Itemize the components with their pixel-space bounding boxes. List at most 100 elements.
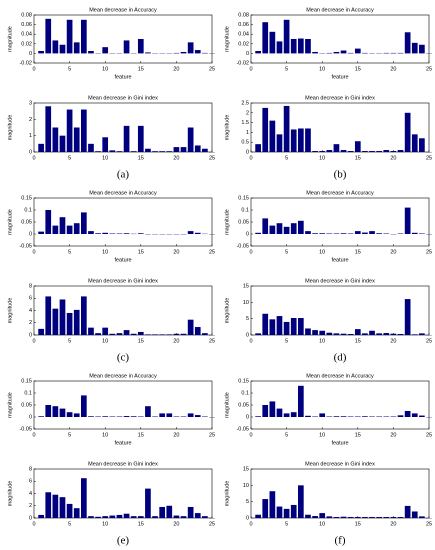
bar [59, 408, 66, 417]
bar [45, 405, 52, 417]
bar [166, 413, 173, 417]
y-tick-label: 0 [29, 149, 32, 155]
y-tick-label: -0.05 [236, 426, 249, 432]
chart-title: Mean decrease in Gini index [88, 461, 158, 467]
y-tick-label: 0.02 [238, 41, 249, 47]
bar [404, 207, 411, 234]
x-tick-label: 15 [355, 521, 361, 527]
x-tick-label: 5 [285, 249, 288, 255]
x-axis-label: feature [331, 440, 348, 446]
bar [102, 327, 109, 335]
bar [269, 225, 276, 234]
bar [312, 51, 318, 54]
x-tick-label: 10 [319, 66, 325, 72]
x-tick-label: 10 [102, 521, 108, 527]
plot-frame [250, 380, 430, 430]
bar [397, 517, 404, 518]
bar [312, 233, 318, 234]
x-tick-label: 15 [355, 66, 361, 72]
bar [95, 516, 101, 518]
bar [59, 44, 66, 54]
bar [180, 147, 187, 152]
bar [333, 333, 340, 335]
y-axis-label: magnitude [224, 481, 230, 507]
x-tick-label: 25 [209, 66, 215, 72]
y-tick-label: 8 [29, 283, 32, 289]
x-tick-label: 0 [249, 432, 252, 438]
bar [109, 333, 116, 335]
y-tick-label: 0 [246, 231, 249, 237]
bar [59, 135, 66, 152]
bar [305, 39, 311, 54]
bar [116, 333, 123, 335]
bar [187, 413, 194, 417]
bar [80, 395, 87, 417]
bar [116, 151, 123, 152]
bar [194, 327, 201, 335]
x-tick-label: 15 [138, 432, 144, 438]
y-tick-label: 0.15 [21, 378, 32, 384]
bar [102, 47, 109, 54]
bar [333, 517, 340, 518]
y-tick-label: 6 [29, 479, 32, 485]
bar [45, 210, 52, 234]
bar [180, 51, 187, 54]
x-tick-label: 20 [173, 66, 179, 72]
bar [159, 506, 166, 518]
x-tick-label: 5 [68, 155, 71, 161]
bar [411, 42, 418, 54]
y-tick-label: 0 [246, 332, 249, 338]
bar [305, 128, 311, 152]
chart-title: Mean decrease in Gini index [305, 278, 375, 284]
y-tick-label: 3 [29, 100, 32, 106]
bar [283, 508, 290, 518]
bar [52, 406, 59, 417]
y-tick-label: 15 [243, 466, 249, 472]
bar [326, 332, 333, 335]
chart-title: Mean decrease in Gini index [88, 278, 158, 284]
bar [326, 150, 333, 152]
bar [404, 32, 411, 54]
bar [194, 232, 201, 234]
x-tick-label: 10 [102, 249, 108, 255]
y-tick-label: 2 [246, 110, 249, 116]
bar [166, 505, 173, 518]
chart-title: Mean decrease in Gini index [88, 95, 158, 101]
bar [173, 147, 180, 152]
y-tick-label: 15 [243, 283, 249, 289]
bar [123, 40, 130, 54]
x-tick-label: 15 [138, 66, 144, 72]
bar [73, 42, 80, 54]
bar [88, 231, 94, 234]
bar [297, 220, 304, 234]
bar [362, 151, 368, 152]
x-tick-label: 10 [319, 249, 325, 255]
bar [80, 109, 87, 152]
x-tick-label: 25 [426, 249, 432, 255]
bar [95, 151, 101, 152]
panel-label: (b) [334, 169, 347, 181]
bar [319, 513, 326, 518]
y-tick-label: 2.5 [241, 100, 249, 106]
bar [202, 516, 208, 518]
y-axis-label: magnitude [224, 115, 230, 141]
x-tick-label: 0 [32, 155, 35, 161]
x-tick-label: 15 [138, 249, 144, 255]
x-axis-label: feature [114, 257, 131, 263]
y-tick-label: -0.05 [19, 426, 32, 432]
x-tick-label: 25 [209, 432, 215, 438]
x-tick-label: 25 [209, 155, 215, 161]
chart-title: Mean decrease in Accuracy [89, 373, 157, 379]
y-tick-label: 0.05 [21, 219, 32, 225]
y-tick-label: 0.15 [21, 195, 32, 201]
bar [397, 150, 404, 152]
y-tick-label: 0 [29, 231, 32, 237]
bar [66, 109, 73, 152]
x-tick-label: 25 [209, 249, 215, 255]
bar [152, 334, 158, 335]
x-tick-label: 15 [138, 155, 144, 161]
bar [166, 151, 173, 152]
bar [305, 231, 311, 234]
bar [369, 517, 375, 518]
